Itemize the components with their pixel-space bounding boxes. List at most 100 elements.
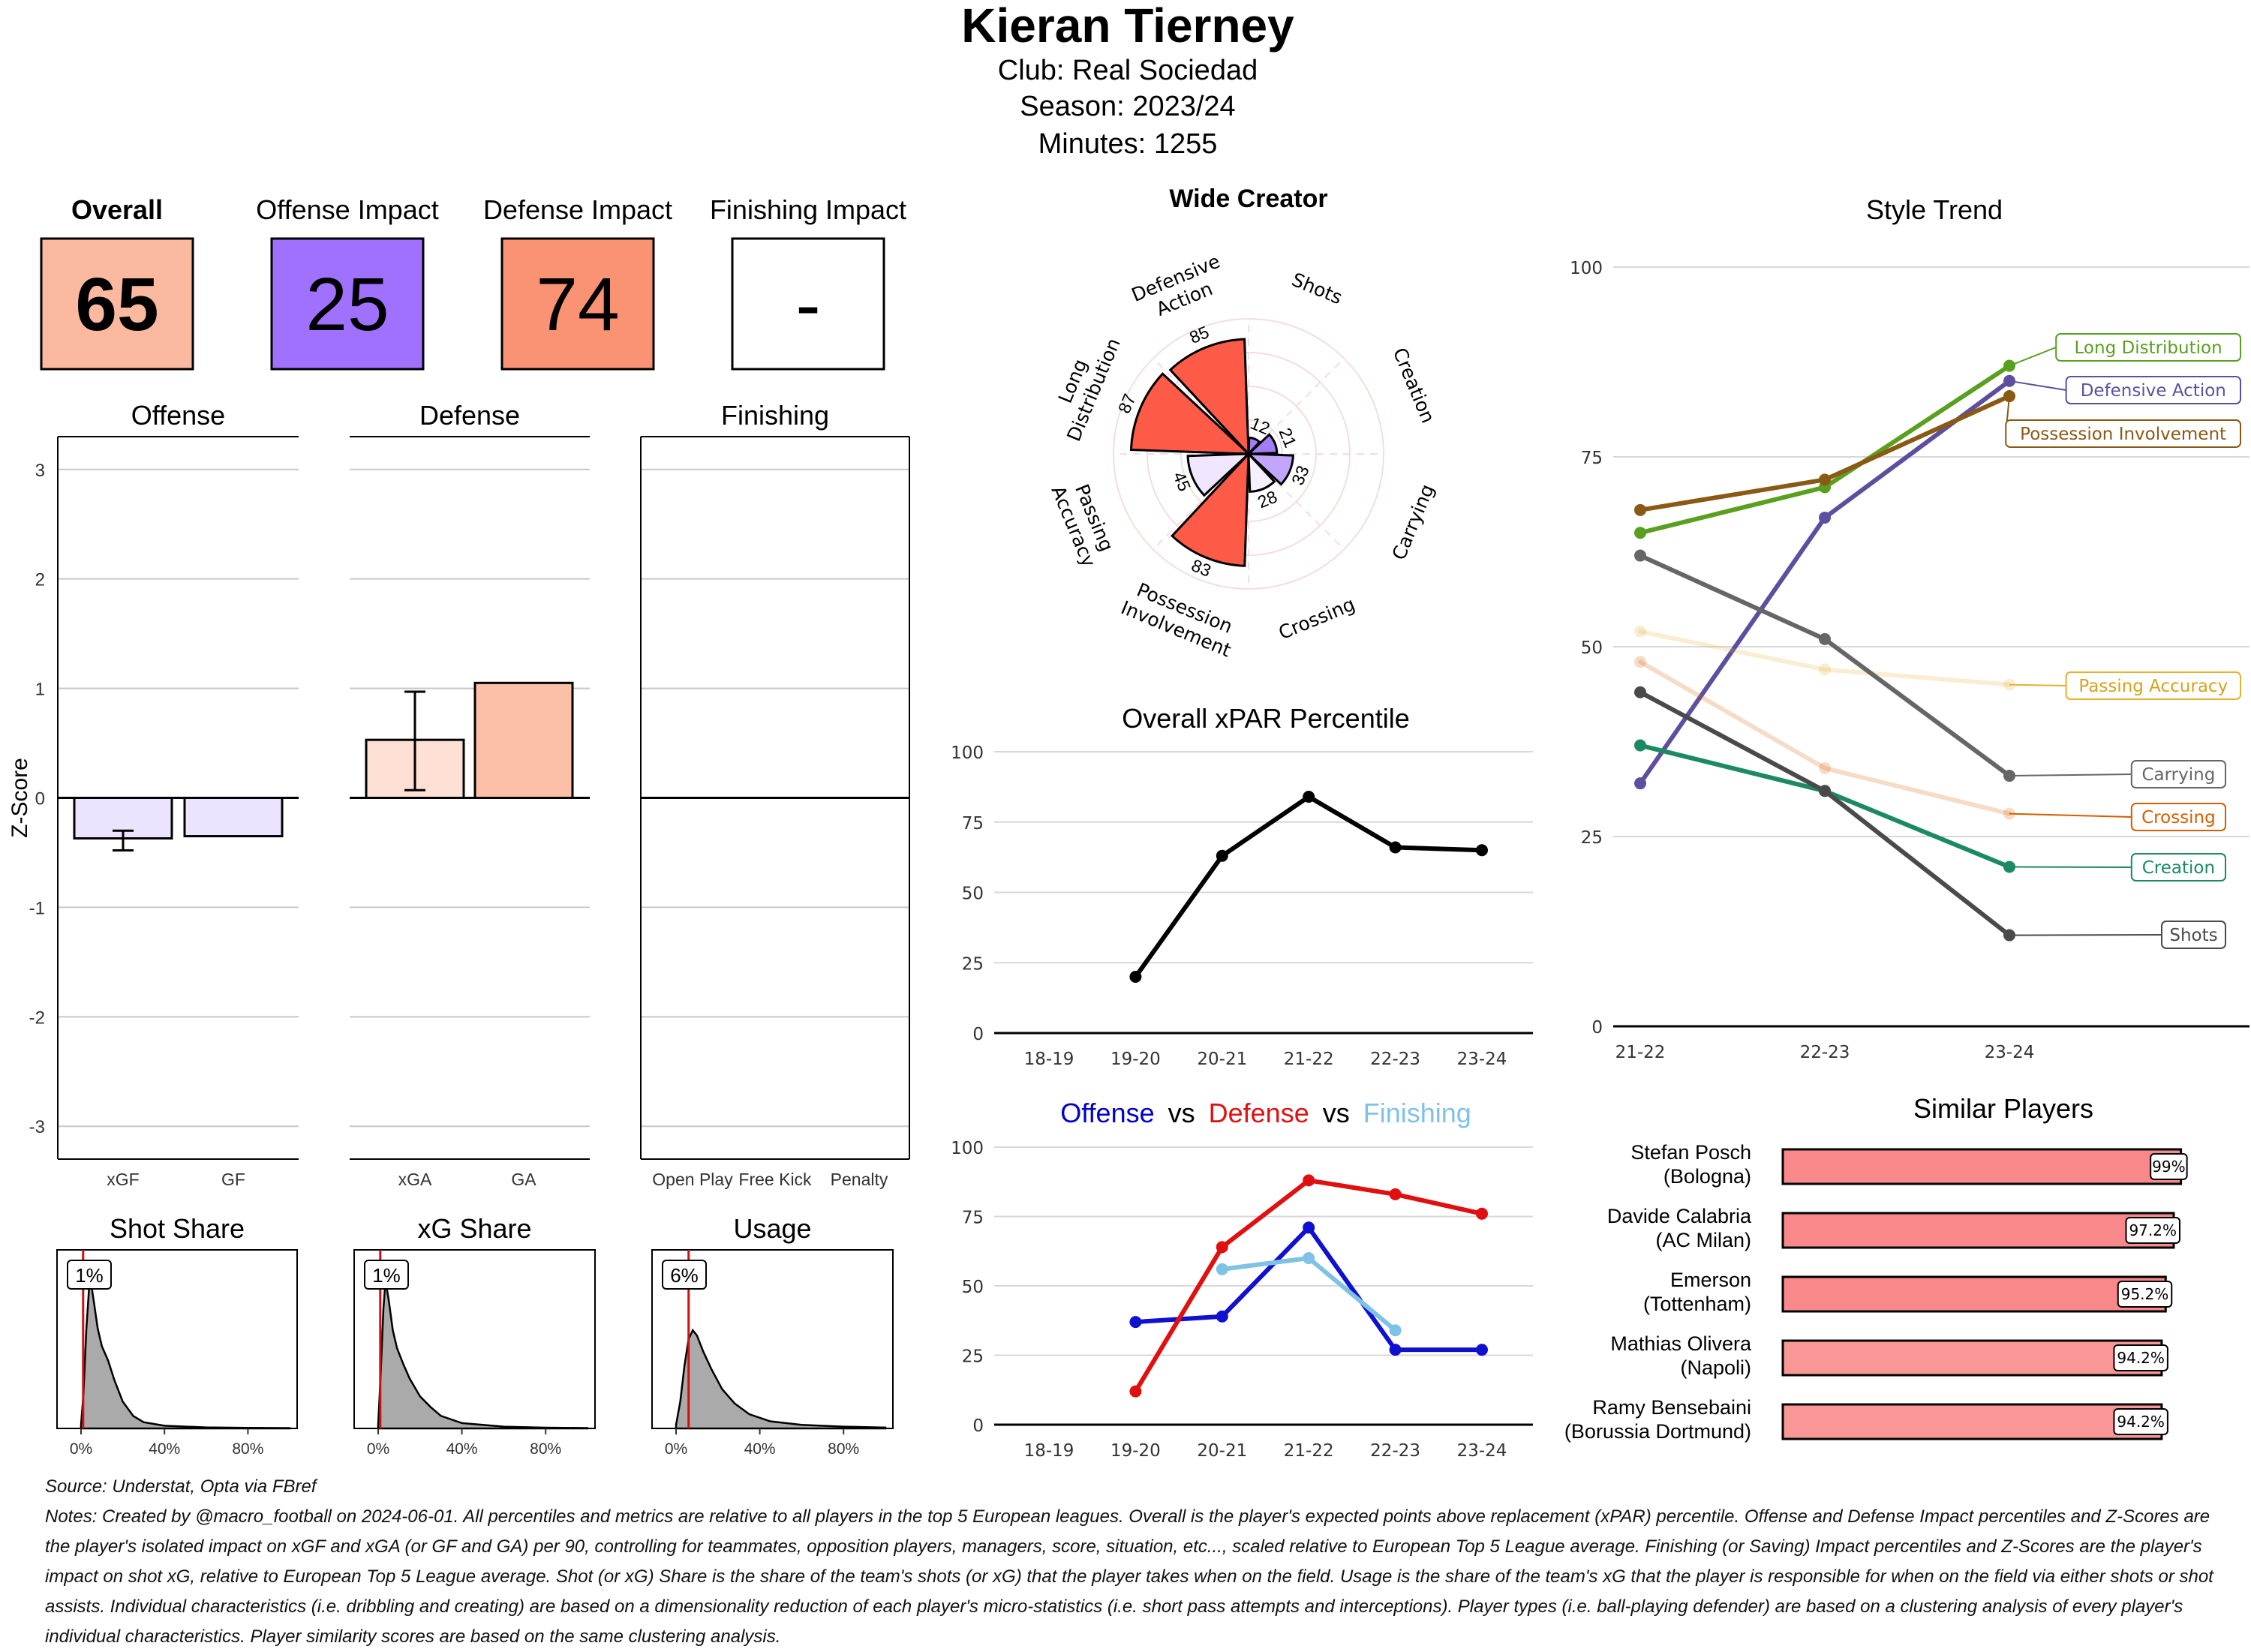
ovdvf-title: Offense vs Defense vs Finishing [1060, 1098, 1471, 1128]
similar-bar-mathias-olivera [1781, 1339, 2163, 1377]
offense-impact-value: 25 [305, 263, 389, 347]
style-trend-creation-label: Creation [2142, 858, 2215, 878]
zscore-axis-label: Z-Score [8, 758, 32, 838]
ovdvf-title-part: vs [1323, 1098, 1350, 1128]
offense-impact-label: Offense Impact [256, 194, 438, 225]
impact-boxes: Overall 65 Offense Impact 25 Defense Impact 7… [40, 194, 906, 371]
style-trend-carrying-point [2003, 770, 2015, 782]
xpar-ytick-label: 50 [962, 885, 984, 904]
xpar-xtick-label: 20-21 [1197, 1050, 1247, 1069]
ovdvf-offense-point [1476, 1344, 1488, 1356]
style-trend-crossing-leader [2009, 812, 2132, 818]
xpar-ytick-label: 0 [972, 1025, 984, 1044]
ovdvf-offense-point [1216, 1310, 1228, 1323]
style-trend-passing-accuracy-point [1634, 625, 1646, 638]
ovdvf-title-part: Finishing [1363, 1098, 1471, 1128]
style-trend-passing-accuracy-line [1638, 629, 2012, 687]
style-trend-carrying-leader [2009, 773, 2132, 776]
ovdvf-offense-point [1129, 1316, 1142, 1329]
style-trend-creation-leader [2009, 866, 2132, 868]
similar-player-club: (Bologna) [1663, 1165, 1751, 1188]
notes-line-1: Notes: Created by @macro_football on 202… [45, 1506, 2210, 1527]
radar-category-passing-accuracy: PassingAccuracy [1047, 474, 1120, 570]
zscore-tick-label: 2 [35, 570, 45, 590]
xpar-point [1476, 844, 1488, 857]
style-trend-xtick-label: 23-24 [1985, 1043, 2035, 1062]
similar-player-name: Stefan Posch [1630, 1141, 1751, 1164]
style-trend-chart: Style Trend 0 25 50 75 100 21-22 22-23 23-24 Long… [1570, 194, 2249, 1062]
radar-wedge-carrying [1246, 452, 1294, 486]
xg-share-tick-label: 80% [530, 1440, 561, 1458]
player-name: Kieran Tierney [961, 0, 1294, 53]
club-line: Club: Real Sociedad [998, 55, 1258, 86]
defense-panel-title: Defense [419, 400, 520, 431]
minutes-line: Minutes: 1255 [1038, 128, 1218, 160]
style-trend-long-distribution-leader [2009, 347, 2057, 367]
defense-tick-label: xGA [398, 1170, 432, 1189]
xpar-title: Overall xPAR Percentile [1122, 703, 1409, 734]
similar-value-box-ramy-bensebaini [2113, 1408, 2168, 1435]
similar-value-mathias-olivera: 94.2% [2117, 1349, 2165, 1367]
zscore-chart: Z-Score -3 -2 -1 0 1 2 3 Offense xGF GF Defense xGA G… [8, 400, 910, 1189]
style-trend-shots-leader [2009, 934, 2162, 936]
radar-category-defensive-action: DefensiveAction [1129, 251, 1232, 327]
style-trend-passing-accuracy-label: Passing Accuracy [2078, 677, 2228, 696]
similar-bar-ramy-bensebaini [1781, 1403, 2163, 1440]
offense-panel-title: Offense [131, 400, 225, 431]
ovdvf-offense-point [1389, 1344, 1402, 1356]
similar-value-box-mathias-olivera [2113, 1344, 2168, 1371]
similar-player-name: Emerson [1670, 1269, 1751, 1291]
zscore-tick-label: -1 [29, 898, 45, 918]
similar-value-ramy-bensebaini: 94.2% [2117, 1413, 2165, 1431]
style-trend-long-distribution-point [1634, 527, 1646, 539]
shot-share-title: Shot Share [110, 1213, 245, 1244]
style-trend-carrying-point [1819, 632, 1831, 645]
usage-title: Usage [733, 1213, 811, 1244]
xpar-ytick-label: 75 [962, 814, 984, 834]
style-trend-shots-point [1819, 785, 1831, 797]
xg-share-title: xG Share [417, 1213, 531, 1244]
xpar-point [1389, 841, 1402, 854]
style-trend-long-distribution-label: Long Distribution [2075, 338, 2222, 358]
radar-value-creation: 21 [1275, 425, 1300, 451]
notes-line-2: the player's isolated impact on xGF and … [45, 1536, 2202, 1557]
finishing-tick-label: Open Play [652, 1170, 733, 1189]
ovdvf-xtick-label: 23-24 [1457, 1441, 1507, 1461]
similar-value-box-emerson [2117, 1281, 2173, 1308]
xg-share-density [377, 1280, 589, 1430]
radar-title: Wide Creator [1169, 185, 1327, 213]
xpar-ytick-label: 100 [951, 743, 984, 763]
ovdvf-xtick-label: 18-19 [1024, 1441, 1074, 1461]
shot-share-value-label: 1% [75, 1264, 104, 1287]
ovdvf-xtick-label: 19-20 [1110, 1441, 1161, 1461]
ovdvf-defense-point [1216, 1241, 1228, 1254]
notes-line-3: impact on shot xG, relative to European … [45, 1566, 2213, 1587]
style-trend-creation-point [2003, 861, 2015, 873]
ovdvf-title-part: vs [1168, 1098, 1195, 1128]
usage-value-label: 6% [670, 1264, 699, 1287]
style-trend-shots-label: Shots [2169, 926, 2217, 945]
finishing-impact-value: - [795, 263, 820, 347]
radar-category-long-distribution: LongDistribution [1042, 326, 1125, 444]
overall-value: 65 [75, 263, 158, 347]
zscore-tick-label: 1 [35, 680, 45, 700]
radar-category-line: Carrying [1388, 481, 1438, 563]
style-trend-ytick-label: 100 [1570, 259, 1603, 278]
radar-spoke [1248, 358, 1345, 455]
style-trend-passing-accuracy-point [1819, 663, 1831, 676]
notes-line-4: assists. Individual characteristics (i.e… [45, 1596, 2183, 1617]
distribution-charts: Shot Share 1% 0% 40% 80% xG Share 1% 0% 40% 80% Us… [56, 1213, 894, 1458]
similar-player-name: Ramy Bensebaini [1592, 1396, 1751, 1419]
radar-wedge-defensive-action [1168, 338, 1250, 457]
finishing-impact-label: Finishing Impact [710, 194, 906, 225]
shot-share-tick-label: 40% [149, 1440, 180, 1458]
offense-tick-label: xGF [107, 1170, 139, 1189]
shot-share-tick-label: 0% [70, 1440, 92, 1458]
usage-density [675, 1328, 887, 1430]
style-trend-shots-label-box [2161, 921, 2226, 949]
similar-bar-davide-calabria [1781, 1212, 2175, 1249]
style-trend-crossing-point [1634, 656, 1646, 668]
similar-value-box-davide-calabria [2125, 1217, 2180, 1244]
usage-tick-label: 40% [744, 1440, 776, 1458]
